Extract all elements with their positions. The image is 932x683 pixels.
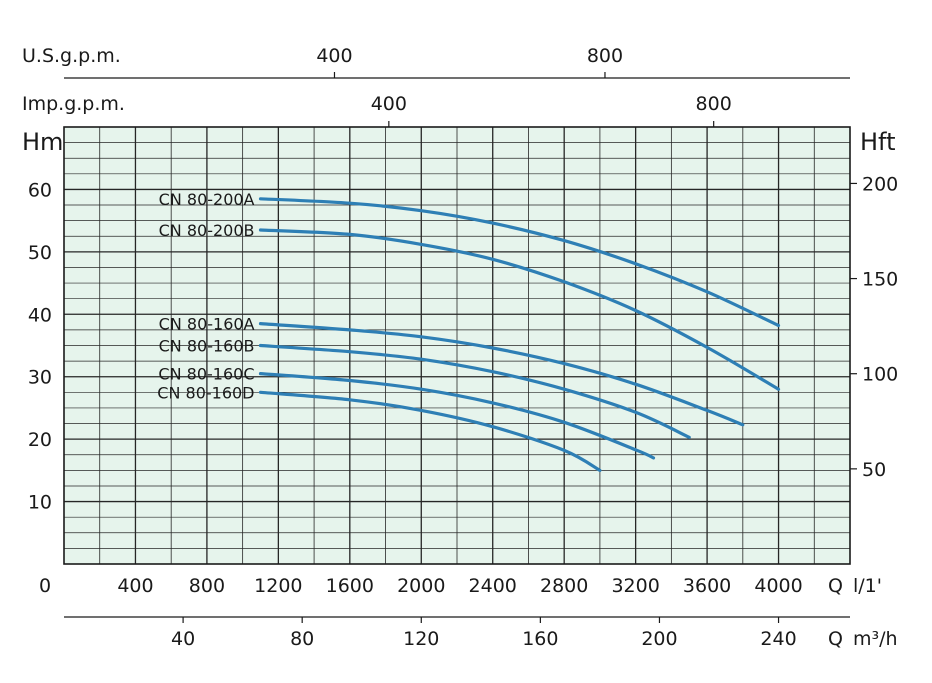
x-tick-label-lmin: 2400: [469, 575, 517, 597]
y-tick-label-ft: 50: [862, 459, 886, 481]
pump-curve-cn-80-160a: [258, 322, 745, 427]
y-tick-label-m: 20: [28, 429, 52, 451]
curve-label: CN 80-200B: [159, 221, 255, 240]
x-tick-label-m3h: 200: [641, 628, 677, 650]
us-gpm-tick-label: 800: [587, 45, 623, 67]
y-tick-label-ft: 150: [862, 269, 898, 291]
y-tick-label-m: 30: [28, 367, 52, 389]
x-tick-label-m3h: 120: [403, 628, 439, 650]
imp-gpm-axis-label: Imp.g.p.m.: [22, 93, 125, 115]
flow-lmin-q-label: Q: [828, 575, 843, 597]
x-tick-label-lmin: 0: [39, 575, 51, 597]
y-tick-label-ft: 200: [862, 173, 898, 195]
y-tick-label-m: 40: [28, 304, 52, 326]
x-tick-label-lmin: 2800: [540, 575, 588, 597]
x-tick-label-lmin: 800: [189, 575, 225, 597]
y-tick-label-m: 10: [28, 492, 52, 514]
pump-curve-cn-80-200b: [258, 228, 781, 391]
x-tick-label-lmin: 4000: [754, 575, 802, 597]
flow-m3h-unit-label: m³/h: [853, 628, 898, 650]
x-tick-label-lmin: 3600: [683, 575, 731, 597]
grid: [64, 127, 850, 564]
x-tick-label-lmin: 400: [117, 575, 153, 597]
curve-label: CN 80-160B: [159, 337, 255, 356]
curve-label: CN 80-160C: [158, 365, 254, 384]
x-tick-label-m3h: 40: [171, 628, 195, 650]
imp-gpm-tick-label: 400: [371, 93, 407, 115]
x-tick-label-m3h: 240: [760, 628, 796, 650]
x-tick-label-m3h: 80: [290, 628, 314, 650]
curve-label: CN 80-160A: [159, 315, 255, 334]
pump-curves: [258, 197, 781, 472]
flow-m3h-q-label: Q: [828, 628, 843, 650]
plot-area-border: [63, 126, 851, 565]
head-m-axis-label: Hm: [22, 128, 63, 156]
curve-labels: CN 80-200A CN 80-200B CN 80-160A CN 80-160B…: [157, 190, 254, 403]
curve-label: CN 80-160D: [157, 383, 254, 402]
x-tick-label-lmin: 2000: [397, 575, 445, 597]
y-tick-label-ft: 100: [862, 364, 898, 386]
x-tick-label-m3h: 160: [522, 628, 558, 650]
head-ft-axis-label: Hft: [860, 128, 895, 156]
curve-label: CN 80-200A: [159, 190, 255, 209]
pump-curve-cn-80-200a: [258, 197, 781, 328]
us-gpm-axis-label: U.S.g.p.m.: [22, 45, 121, 67]
y-tick-label-m: 50: [28, 242, 52, 264]
x-tick-label-lmin: 1200: [254, 575, 302, 597]
y-tick-label-m: 60: [28, 179, 52, 201]
pump-curve-cn-80-160d: [258, 390, 602, 472]
pump-curve-cn-80-160c: [258, 372, 656, 460]
tick-labels: 0 400 800 1200 1600 2000 2400 2800 3200 3600 4000 4…: [28, 45, 898, 650]
x-tick-label-lmin: 1600: [326, 575, 374, 597]
flow-lmin-unit-label: l/1': [853, 575, 882, 597]
x-tick-label-lmin: 3200: [611, 575, 659, 597]
us-gpm-tick-label: 400: [316, 45, 352, 67]
pump-curve-cn-80-160b: [258, 343, 691, 439]
imp-gpm-tick-label: 800: [696, 93, 732, 115]
